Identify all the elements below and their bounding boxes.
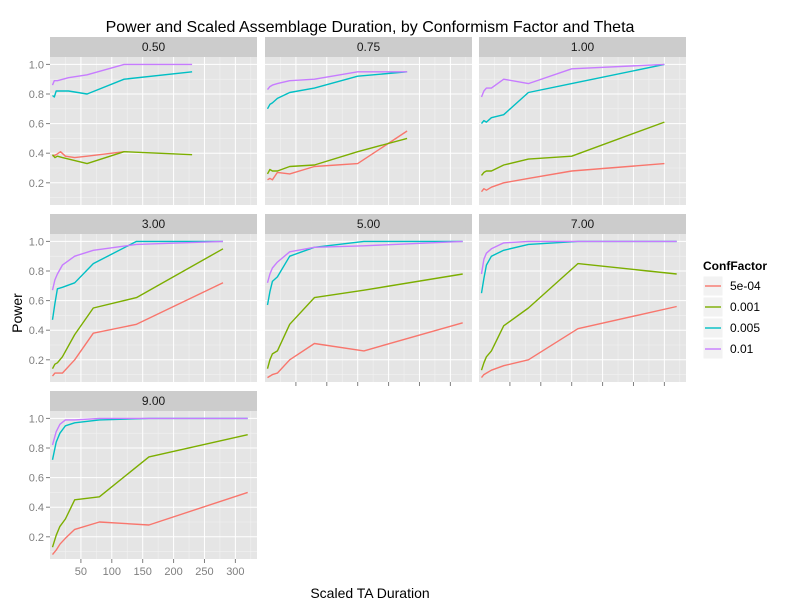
x-tick-label: 250 bbox=[195, 566, 213, 578]
series-line-5e-04 bbox=[51, 491, 248, 556]
y-tick-label: 1.0 bbox=[29, 59, 44, 71]
y-axis-title: Power bbox=[9, 293, 25, 333]
facet-strip-label: 9.00 bbox=[142, 394, 166, 408]
y-tick-label: 0.2 bbox=[29, 178, 44, 190]
series-line-0.005 bbox=[480, 63, 665, 125]
y-tick-label: 0.4 bbox=[29, 148, 44, 160]
series-line-0.01 bbox=[480, 63, 665, 98]
legend: ConfFactor 5e-04 0.001 0.005 0.01 bbox=[702, 259, 767, 360]
facet-strip-label: 5.00 bbox=[357, 217, 381, 231]
chart-title: Power and Scaled Assemblage Duration, by… bbox=[106, 19, 635, 36]
y-tick-label: 1.0 bbox=[29, 413, 44, 425]
series-line-0.001 bbox=[480, 121, 665, 176]
series-line-0.001 bbox=[480, 262, 677, 371]
y-tick-label: 0.2 bbox=[29, 532, 44, 544]
axes-layer: 0.2 0.4 0.6 0.8 1.0 0.2 0.4 0.6 0.8 1.0 0.2 0.4 0.6 0… bbox=[29, 59, 665, 578]
panel-background bbox=[50, 57, 257, 205]
x-axis-title: Scaled TA Duration bbox=[310, 585, 429, 601]
x-tick-label: 200 bbox=[164, 566, 182, 578]
x-tick-label: 100 bbox=[103, 566, 121, 578]
facet-panel-0.50: 0.50 bbox=[50, 37, 257, 205]
facet-strip bbox=[479, 37, 686, 57]
y-tick-label: 0.8 bbox=[29, 443, 44, 455]
legend-label: 0.01 bbox=[730, 342, 754, 356]
panel-background bbox=[479, 234, 686, 382]
legend-title: ConfFactor bbox=[703, 259, 767, 273]
panel-background bbox=[265, 57, 472, 205]
y-tick-label: 0.6 bbox=[29, 296, 44, 308]
series-line-0.001 bbox=[266, 137, 408, 175]
series-line-0.005 bbox=[266, 71, 408, 110]
facet-panel-0.75: 0.75 bbox=[265, 37, 472, 205]
legend-entries: 5e-04 0.001 0.005 0.01 bbox=[702, 275, 761, 360]
x-tick-label: 300 bbox=[226, 566, 244, 578]
series-line-0.005 bbox=[52, 71, 193, 98]
panels-layer: 0.50 0.75 1.00 3.00 5.00 7.00 9.00 bbox=[50, 37, 686, 559]
legend-entry: 5e-04 bbox=[702, 275, 761, 297]
series-line-0.005 bbox=[266, 240, 463, 306]
y-tick-label: 0.4 bbox=[29, 502, 44, 514]
series-line-5e-04 bbox=[52, 150, 125, 159]
series-line-0.001 bbox=[266, 273, 463, 369]
facet-strip-label: 3.00 bbox=[142, 217, 166, 231]
y-tick-label: 0.6 bbox=[29, 119, 44, 131]
series-line-0.001 bbox=[51, 434, 248, 548]
y-tick-label: 1.0 bbox=[29, 236, 44, 248]
series-line-5e-04 bbox=[267, 130, 408, 181]
legend-label: 0.001 bbox=[730, 300, 760, 314]
facet-panel-5.00: 5.00 bbox=[265, 214, 472, 382]
facet-strip bbox=[479, 214, 686, 234]
series-line-0.01 bbox=[480, 240, 677, 275]
series-line-0.01 bbox=[51, 63, 193, 86]
series-line-0.01 bbox=[266, 240, 463, 283]
facet-strip-label: 7.00 bbox=[571, 217, 595, 231]
series-line-0.001 bbox=[51, 150, 193, 165]
legend-label: 0.005 bbox=[730, 321, 760, 335]
legend-entry: 0.005 bbox=[702, 317, 760, 339]
series-line-5e-04 bbox=[480, 162, 665, 193]
y-tick-label: 0.8 bbox=[29, 89, 44, 101]
series-line-0.01 bbox=[51, 417, 248, 446]
x-tick-label: 50 bbox=[75, 566, 87, 578]
legend-label: 5e-04 bbox=[730, 279, 761, 293]
facet-strip bbox=[265, 214, 472, 234]
legend-entry: 0.01 bbox=[702, 338, 754, 360]
series-line-5e-04 bbox=[480, 305, 677, 379]
series-line-5e-04 bbox=[51, 282, 224, 377]
panel-background bbox=[50, 411, 257, 559]
facet-panel-3.00: 3.00 bbox=[50, 214, 257, 382]
panel-background bbox=[50, 234, 257, 382]
series-line-0.001 bbox=[51, 248, 224, 370]
facet-panel-9.00: 9.00 bbox=[50, 391, 257, 559]
panel-background bbox=[265, 234, 472, 382]
facet-panel-7.00: 7.00 bbox=[479, 214, 686, 382]
series-line-0.01 bbox=[51, 240, 224, 291]
y-tick-label: 0.2 bbox=[29, 355, 44, 367]
facet-strip-label: 0.75 bbox=[357, 40, 381, 54]
facet-strip bbox=[50, 37, 257, 57]
legend-entry: 0.001 bbox=[702, 296, 760, 318]
facet-strip-label: 1.00 bbox=[571, 40, 595, 54]
y-tick-label: 0.8 bbox=[29, 266, 44, 278]
facet-strip-label: 0.50 bbox=[142, 40, 166, 54]
facet-strip bbox=[50, 214, 257, 234]
x-tick-label: 150 bbox=[134, 566, 152, 578]
y-tick-label: 0.6 bbox=[29, 473, 44, 485]
series-line-5e-04 bbox=[267, 322, 463, 379]
facet-panel-1.00: 1.00 bbox=[479, 37, 686, 205]
series-line-0.01 bbox=[266, 71, 408, 91]
facet-strip bbox=[265, 37, 472, 57]
y-tick-label: 0.4 bbox=[29, 325, 44, 337]
facet-strip bbox=[50, 391, 257, 411]
